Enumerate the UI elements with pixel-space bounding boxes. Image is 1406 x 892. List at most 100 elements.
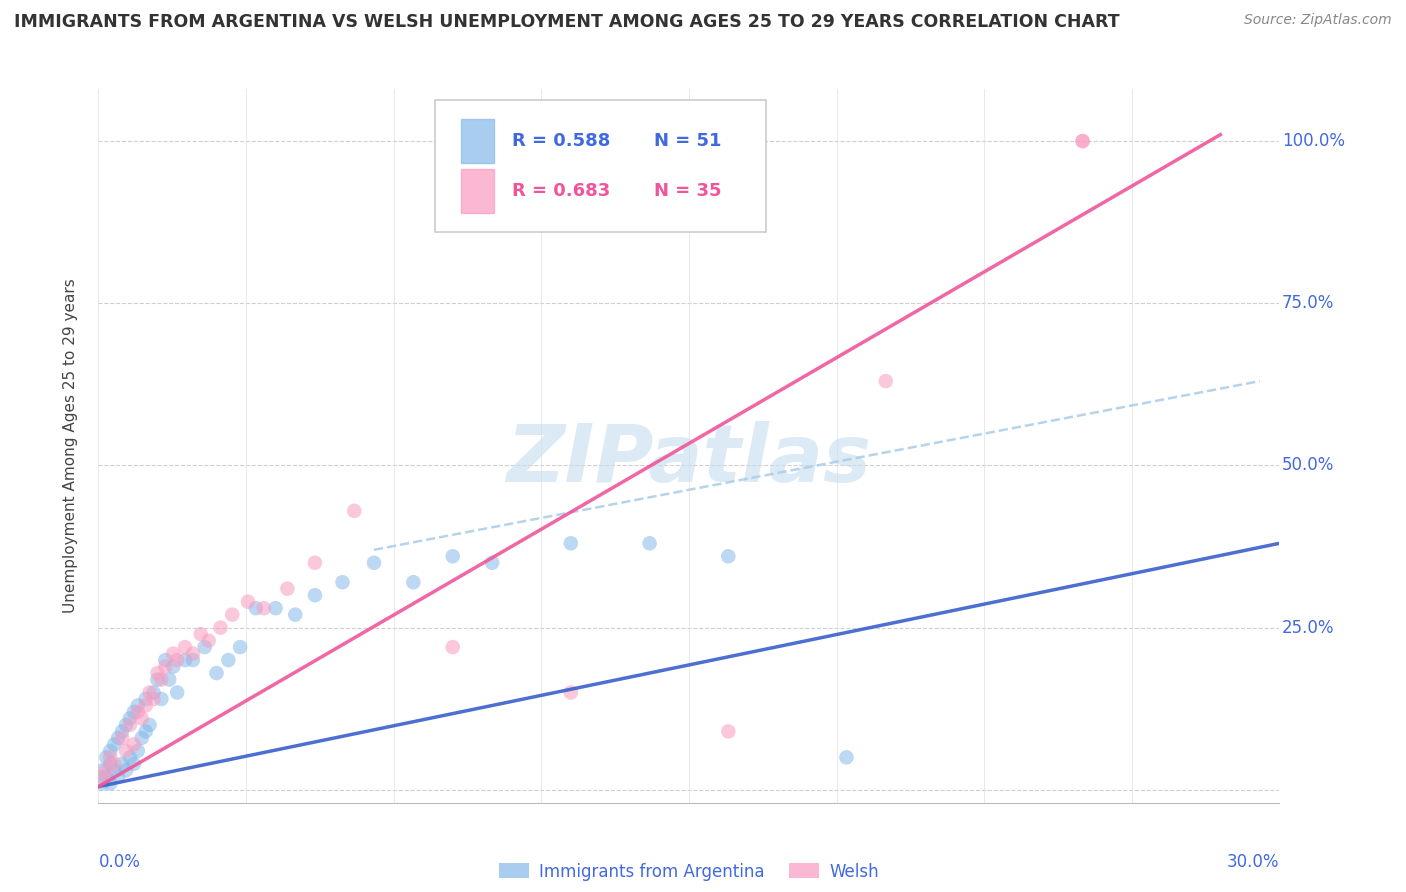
Point	[197, 633, 219, 648]
FancyBboxPatch shape	[434, 100, 766, 232]
Point	[146, 666, 169, 681]
Point	[236, 595, 259, 609]
Point	[115, 764, 138, 778]
Point	[181, 647, 204, 661]
Point	[98, 756, 121, 771]
Point	[481, 556, 503, 570]
Point	[343, 504, 366, 518]
Text: ZIPatlas: ZIPatlas	[506, 421, 872, 500]
Point	[150, 692, 173, 706]
Y-axis label: Unemployment Among Ages 25 to 29 years: Unemployment Among Ages 25 to 29 years	[63, 278, 77, 614]
Point	[122, 705, 145, 719]
Point	[96, 770, 118, 784]
Point	[127, 705, 149, 719]
Text: 75.0%: 75.0%	[1282, 294, 1334, 312]
Legend: Immigrants from Argentina, Welsh: Immigrants from Argentina, Welsh	[492, 856, 886, 888]
Point	[162, 647, 184, 661]
Point	[122, 756, 145, 771]
Point	[441, 549, 464, 564]
Point	[138, 718, 160, 732]
Point	[717, 549, 740, 564]
Point	[150, 673, 173, 687]
Point	[363, 556, 385, 570]
Point	[96, 764, 118, 778]
Point	[1071, 134, 1094, 148]
Point	[98, 776, 121, 790]
Point	[229, 640, 252, 654]
Point	[304, 556, 326, 570]
Point	[138, 685, 160, 699]
Point	[122, 738, 145, 752]
Point	[135, 724, 157, 739]
Point	[98, 744, 121, 758]
Point	[135, 692, 157, 706]
Point	[155, 653, 177, 667]
Text: 0.0%: 0.0%	[98, 853, 141, 871]
Point	[107, 731, 129, 745]
Point	[118, 750, 141, 764]
Point	[402, 575, 425, 590]
FancyBboxPatch shape	[461, 120, 494, 163]
Point	[142, 692, 165, 706]
Point	[103, 764, 125, 778]
Point	[115, 744, 138, 758]
Point	[118, 718, 141, 732]
Point	[209, 621, 232, 635]
Point	[835, 750, 858, 764]
Point	[111, 756, 134, 771]
Point	[131, 731, 153, 745]
Point	[157, 673, 180, 687]
Point	[91, 764, 114, 778]
Point	[190, 627, 212, 641]
Point	[276, 582, 298, 596]
Point	[221, 607, 243, 622]
Point	[332, 575, 354, 590]
Point	[131, 711, 153, 725]
Point	[146, 673, 169, 687]
FancyBboxPatch shape	[461, 169, 494, 213]
Point	[155, 659, 177, 673]
Point	[107, 770, 129, 784]
Text: 30.0%: 30.0%	[1227, 853, 1279, 871]
Point	[135, 698, 157, 713]
Text: R = 0.588: R = 0.588	[512, 132, 610, 150]
Text: 25.0%: 25.0%	[1282, 619, 1334, 637]
Point	[264, 601, 287, 615]
Point	[98, 750, 121, 764]
Point	[115, 718, 138, 732]
Point	[142, 685, 165, 699]
Point	[166, 685, 188, 699]
Point	[111, 731, 134, 745]
Point	[111, 724, 134, 739]
Text: N = 35: N = 35	[654, 182, 721, 200]
Point	[174, 640, 197, 654]
Point	[96, 750, 118, 764]
Point	[91, 770, 114, 784]
Point	[166, 653, 188, 667]
Point	[103, 738, 125, 752]
Point	[441, 640, 464, 654]
Point	[560, 685, 582, 699]
Point	[253, 601, 276, 615]
Point	[127, 698, 149, 713]
Point	[205, 666, 228, 681]
Text: IMMIGRANTS FROM ARGENTINA VS WELSH UNEMPLOYMENT AMONG AGES 25 TO 29 YEARS CORREL: IMMIGRANTS FROM ARGENTINA VS WELSH UNEMP…	[14, 13, 1119, 31]
Point	[217, 653, 239, 667]
Text: 50.0%: 50.0%	[1282, 457, 1334, 475]
Point	[284, 607, 307, 622]
Point	[245, 601, 267, 615]
Point	[162, 659, 184, 673]
Point	[304, 588, 326, 602]
Text: 100.0%: 100.0%	[1282, 132, 1344, 150]
Text: R = 0.683: R = 0.683	[512, 182, 610, 200]
Point	[1071, 134, 1094, 148]
Point	[118, 711, 141, 725]
Point	[717, 724, 740, 739]
Text: N = 51: N = 51	[654, 132, 721, 150]
Point	[875, 374, 897, 388]
Point	[103, 756, 125, 771]
Point	[174, 653, 197, 667]
Point	[91, 776, 114, 790]
Point	[194, 640, 217, 654]
Point	[127, 744, 149, 758]
